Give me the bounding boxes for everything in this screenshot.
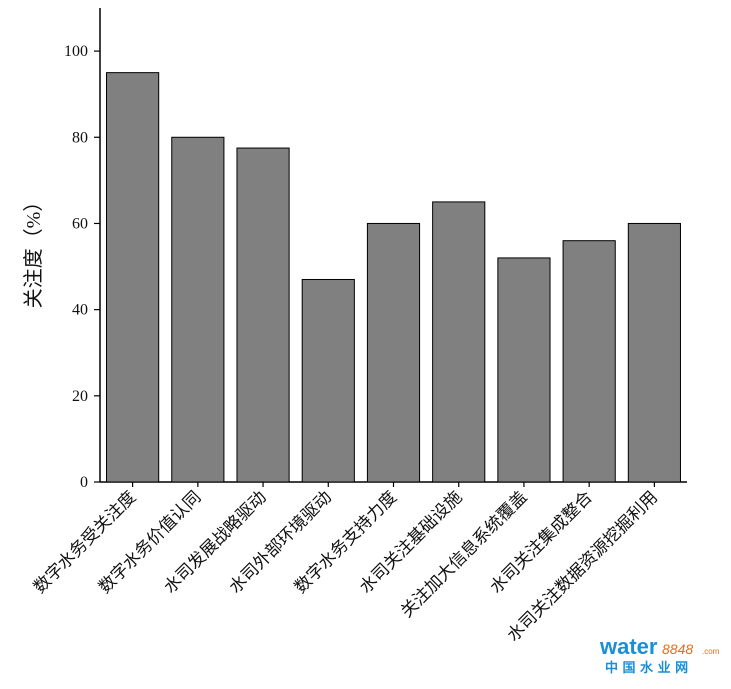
y-tick-label: 60 (72, 215, 88, 232)
bar (432, 201, 486, 483)
y-tick-label: 40 (72, 302, 88, 319)
bar (627, 222, 681, 483)
watermark-domain: .com (702, 647, 720, 656)
bar (171, 136, 225, 483)
watermark-number: 8848 (662, 641, 693, 657)
bar (106, 72, 160, 483)
x-tick-label: 关注加大信息系统覆盖 (397, 487, 531, 621)
y-tick-label: 20 (72, 388, 88, 405)
watermark-name: 中 国 水 业 网 (605, 660, 688, 676)
bar (236, 147, 290, 483)
watermark-brand: water (599, 634, 658, 659)
bar (497, 257, 551, 483)
bar (366, 222, 421, 483)
y-axis-label: 关注度（%） (22, 192, 45, 309)
y-tick-label: 0 (80, 474, 88, 491)
bar (562, 240, 616, 483)
y-tick-label: 80 (72, 129, 88, 146)
bar (301, 278, 355, 483)
y-tick-label: 100 (64, 43, 88, 60)
